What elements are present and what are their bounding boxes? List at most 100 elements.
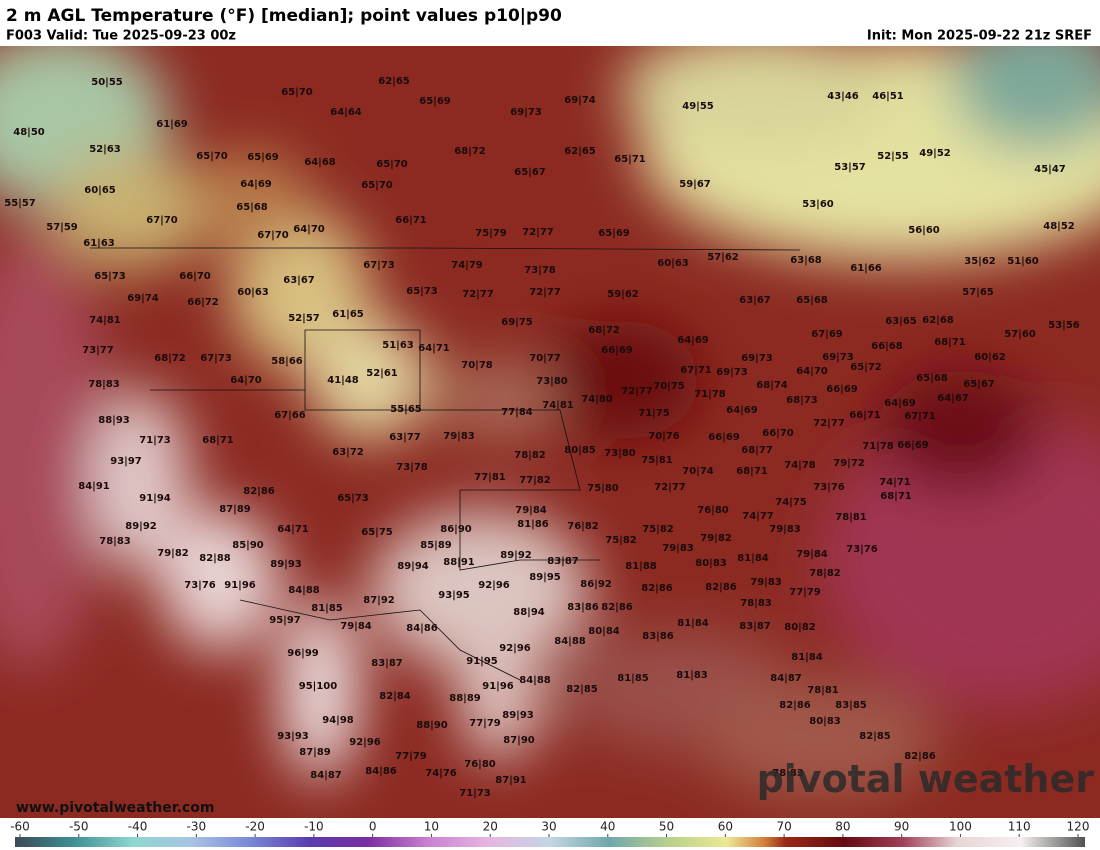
- colorbar-tick-label: 110: [1008, 820, 1031, 834]
- point-value: 66|71: [395, 215, 427, 226]
- point-value: 67|71: [680, 365, 712, 376]
- point-value: 74|77: [742, 511, 774, 522]
- point-value: 87|90: [503, 735, 535, 746]
- point-value: 82|88: [199, 553, 231, 564]
- point-value: 88|94: [513, 607, 545, 618]
- point-value: 75|82: [605, 535, 637, 546]
- point-value: 68|71: [934, 337, 966, 348]
- point-value: 74|71: [879, 477, 911, 488]
- point-value: 65|70: [376, 159, 408, 170]
- point-value: 59|67: [679, 179, 711, 190]
- point-value: 64|68: [304, 157, 336, 168]
- point-value: 63|67: [283, 275, 315, 286]
- point-value: 77|81: [474, 472, 506, 483]
- point-value: 79|83: [443, 431, 475, 442]
- point-value: 65|67: [514, 167, 546, 178]
- point-value: 88|89: [449, 693, 481, 704]
- colorbar-tick-label: -50: [69, 820, 89, 834]
- point-value: 82|85: [859, 731, 891, 742]
- point-value: 68|71: [736, 466, 768, 477]
- point-value: 93|93: [277, 731, 309, 742]
- point-value: 53|57: [834, 162, 866, 173]
- point-value: 72|77: [654, 482, 686, 493]
- point-value: 92|96: [499, 643, 531, 654]
- point-value: 65|73: [406, 286, 438, 297]
- point-value: 72|77: [522, 227, 554, 238]
- point-value: 70|76: [648, 431, 680, 442]
- point-value: 87|89: [219, 504, 251, 515]
- point-value: 78|83: [88, 379, 120, 390]
- point-value: 61|63: [83, 238, 115, 249]
- point-value: 81|84: [737, 553, 769, 564]
- point-value: 95|100: [299, 681, 337, 692]
- point-value: 83|87: [371, 658, 403, 669]
- point-value: 68|72: [154, 353, 186, 364]
- point-value: 79|72: [833, 458, 865, 469]
- point-value: 68|71: [202, 435, 234, 446]
- point-value: 80|84: [588, 626, 620, 637]
- point-value: 67|69: [811, 329, 843, 340]
- point-value: 70|75: [653, 381, 685, 392]
- point-value: 82|85: [566, 684, 598, 695]
- point-value: 89|92: [125, 521, 157, 532]
- point-value: 67|66: [274, 410, 306, 421]
- point-value: 69|73: [716, 367, 748, 378]
- point-value: 65|70: [281, 87, 313, 98]
- point-value: 68|73: [786, 395, 818, 406]
- point-value: 48|52: [1043, 221, 1075, 232]
- point-value: 78|82: [809, 568, 841, 579]
- point-value: 51|60: [1007, 256, 1039, 267]
- point-value: 73|78: [524, 265, 556, 276]
- point-value: 64|70: [230, 375, 262, 386]
- point-value: 52|63: [89, 144, 121, 155]
- point-value: 69|73: [741, 353, 773, 364]
- colorbar-tick-label: 0: [369, 820, 377, 834]
- point-value: 45|47: [1034, 164, 1066, 175]
- point-value: 81|88: [625, 561, 657, 572]
- point-value: 59|62: [607, 289, 639, 300]
- colorbar-tick-label: 10: [424, 820, 439, 834]
- point-value: 77|79: [469, 718, 501, 729]
- point-value: 64|71: [418, 343, 450, 354]
- point-value: 74|80: [581, 394, 613, 405]
- point-value: 65|68: [916, 373, 948, 384]
- point-value: 67|70: [146, 215, 178, 226]
- point-value: 58|66: [271, 356, 303, 367]
- point-value: 79|83: [662, 543, 694, 554]
- point-value: 66|69: [897, 440, 929, 451]
- point-value: 79|84: [796, 549, 828, 560]
- point-value: 70|77: [529, 353, 561, 364]
- point-value: 64|71: [277, 524, 309, 535]
- point-value: 60|65: [84, 185, 116, 196]
- point-value: 79|83: [750, 577, 782, 588]
- point-value: 68|72: [454, 146, 486, 157]
- point-value: 64|69: [884, 398, 916, 409]
- logo: pivotal weather: [757, 757, 1095, 801]
- point-value: 89|94: [397, 561, 429, 572]
- point-value: 43|46: [827, 91, 859, 102]
- point-value: 63|65: [885, 316, 917, 327]
- init-time: Init: Mon 2025-09-22 21z SREF: [867, 29, 1092, 44]
- point-value: 78|83: [740, 598, 772, 609]
- point-value: 93|97: [110, 456, 142, 467]
- point-value: 84|88: [519, 675, 551, 686]
- point-value: 74|76: [425, 768, 457, 779]
- point-value: 69|74: [564, 95, 596, 106]
- point-value: 49|52: [919, 148, 951, 159]
- point-value: 91|96: [482, 681, 514, 692]
- point-value: 87|92: [363, 595, 395, 606]
- point-value: 78|83: [99, 536, 131, 547]
- point-value: 80|85: [564, 445, 596, 456]
- point-value: 92|96: [478, 580, 510, 591]
- point-value: 68|71: [880, 491, 912, 502]
- point-value: 65|68: [236, 202, 268, 213]
- point-value: 65|69: [247, 152, 279, 163]
- point-value: 67|73: [200, 353, 232, 364]
- point-value: 67|71: [904, 411, 936, 422]
- point-value: 79|83: [769, 524, 801, 535]
- colorbar-tick-label: 60: [718, 820, 733, 834]
- point-value: 66|69: [826, 384, 858, 395]
- point-value: 84|88: [288, 585, 320, 596]
- point-value: 65|73: [94, 271, 126, 282]
